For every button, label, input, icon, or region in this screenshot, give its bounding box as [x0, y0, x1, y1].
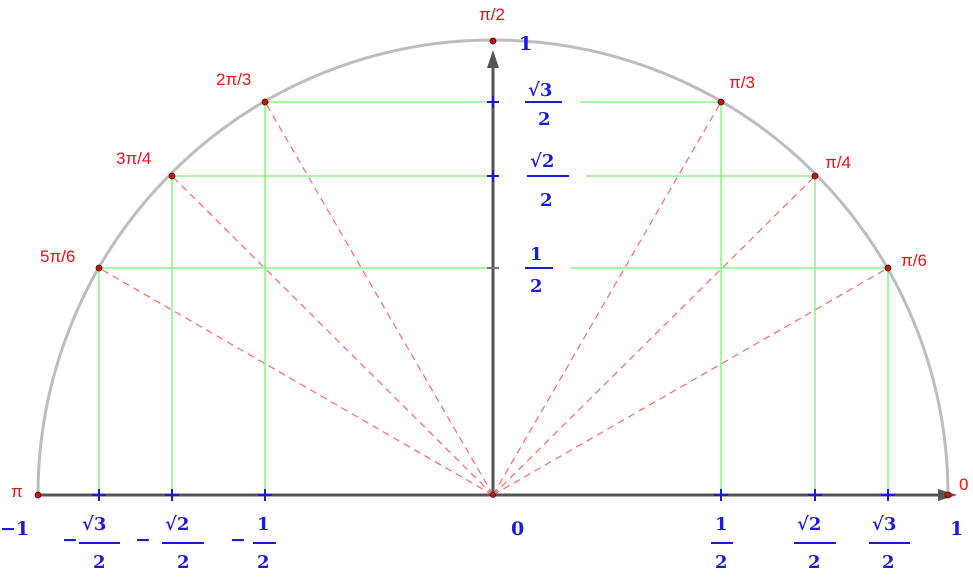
point-pi-4: [811, 172, 819, 180]
radius-pi-3: [492, 101, 722, 496]
radius-three-pi-4: [171, 175, 494, 496]
point-two-pi-3: [261, 98, 269, 106]
x-label-one: 1: [950, 518, 963, 540]
svg-text:√3: √3: [528, 80, 552, 101]
radius-pi-4: [492, 175, 816, 496]
circle-points: [34, 37, 952, 499]
angle-labels: 0 π/6 π/4 π/3 π/2 2π/3 3π/4 5π/6 π: [11, 5, 968, 501]
svg-text:1: 1: [715, 514, 728, 535]
svg-text:√3: √3: [82, 514, 106, 535]
angle-label-pi-3: π/3: [729, 73, 755, 92]
angle-label-three-pi-4: 3π/4: [116, 149, 151, 168]
angle-label-zero: 0: [959, 475, 968, 494]
x-label-minus-half: − 1 2: [230, 514, 276, 573]
angle-label-pi-6: π/6: [901, 251, 927, 270]
point-three-pi-4: [168, 172, 176, 180]
tick-marks: [92, 96, 895, 501]
angle-label-pi-4: π/4: [825, 153, 851, 172]
radius-lines: [98, 101, 889, 496]
point-origin: [490, 492, 496, 498]
angle-label-pi: π: [11, 482, 23, 501]
x-label-zero: 0: [511, 518, 524, 540]
radius-five-pi-6: [98, 267, 494, 496]
svg-text:−: −: [230, 529, 246, 551]
x-label-minus-sqrt2-2: − √2 2: [135, 514, 204, 573]
svg-text:1: 1: [257, 514, 270, 535]
point-five-pi-6: [95, 264, 103, 272]
x-label-half: 1 2: [711, 514, 733, 573]
svg-text:1: 1: [530, 244, 543, 265]
x-label-minus-one: −1: [0, 518, 29, 540]
svg-text:−: −: [62, 529, 78, 551]
svg-text:2: 2: [808, 552, 821, 573]
svg-text:2: 2: [540, 190, 553, 211]
y-axis-labels: 1 √3 2 √2 2 1 2: [519, 33, 569, 297]
svg-text:√2: √2: [165, 514, 189, 535]
point-pi-2: [489, 37, 497, 45]
svg-text:2: 2: [93, 552, 106, 573]
y-label-sqrt3-2: √3 2: [525, 80, 562, 130]
svg-text:2: 2: [530, 276, 543, 297]
svg-text:2: 2: [177, 552, 190, 573]
y-label-one: 1: [519, 33, 532, 55]
angle-label-pi-2: π/2: [479, 5, 505, 24]
svg-text:2: 2: [715, 552, 728, 573]
radius-two-pi-3: [264, 101, 494, 496]
svg-text:√2: √2: [797, 514, 821, 535]
x-label-minus-sqrt3-2: − √3 2: [62, 514, 120, 573]
svg-text:2: 2: [257, 552, 270, 573]
axes: [38, 50, 957, 501]
svg-text:2: 2: [538, 109, 551, 130]
x-axis-labels: −1 − √3 2 − √2 2 − 1 2 0 1 2 √2: [0, 514, 963, 573]
point-pi-6: [884, 264, 892, 272]
angle-label-five-pi-6: 5π/6: [40, 247, 75, 266]
radius-pi-6: [492, 267, 889, 496]
grid-lines: [98, 101, 889, 495]
y-label-sqrt2-2: √2 2: [527, 151, 569, 211]
point-pi: [34, 491, 42, 499]
x-label-sqrt2-2: √2 2: [794, 514, 836, 573]
point-pi-3: [717, 98, 725, 106]
svg-text:2: 2: [882, 552, 895, 573]
y-axis-arrow-icon: [487, 50, 499, 68]
x-label-sqrt3-2: √3 2: [869, 514, 910, 573]
svg-text:−: −: [135, 529, 151, 551]
svg-text:√3: √3: [872, 514, 896, 535]
point-zero: [944, 491, 952, 499]
angle-label-two-pi-3: 2π/3: [216, 70, 251, 89]
svg-text:√2: √2: [530, 151, 554, 172]
y-label-half: 1 2: [525, 244, 553, 297]
